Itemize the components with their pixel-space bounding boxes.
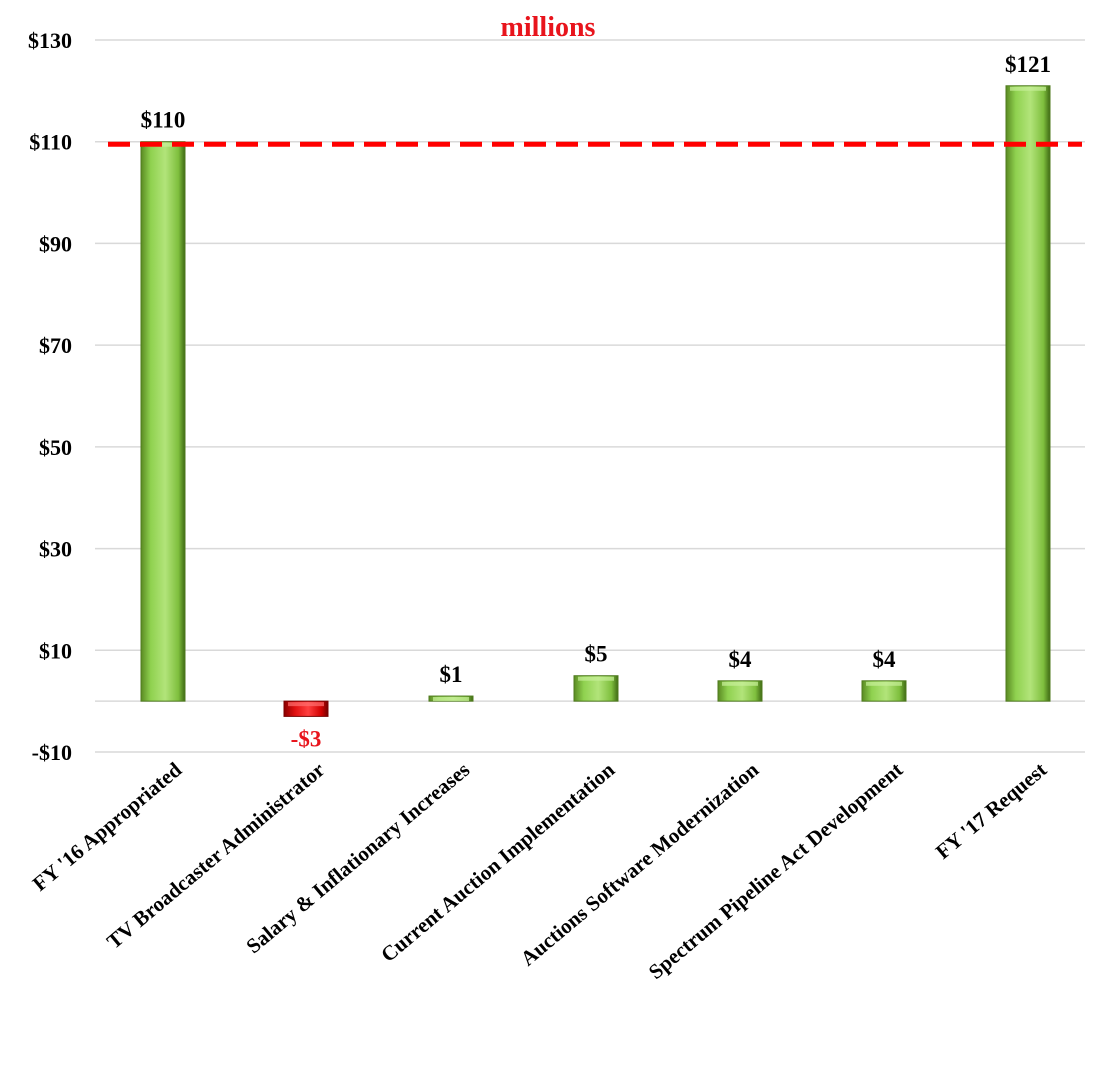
y-tick-label: $10 (39, 638, 72, 663)
unit-label: millions (501, 12, 596, 43)
data-label: $121 (1005, 52, 1051, 77)
bar-bevel (1010, 86, 1046, 91)
bar-bevel (866, 681, 902, 686)
x-tick-label: FY '17 Request (931, 757, 1051, 863)
y-tick-label: $130 (28, 28, 72, 53)
data-label: $110 (141, 108, 186, 133)
bar (1005, 85, 1051, 702)
y-tick-label: -$10 (32, 740, 72, 765)
bar-bevel (145, 142, 181, 147)
y-tick-label: $70 (39, 333, 72, 358)
data-label: $5 (585, 642, 608, 667)
x-tick-label: Current Auction Implementation (376, 757, 619, 967)
bar-bevel (433, 697, 469, 702)
bar (717, 680, 763, 702)
bar (861, 680, 907, 702)
y-tick-label: $50 (39, 435, 72, 460)
x-tick-label: Auctions Software Modernization (516, 757, 764, 970)
data-label: $4 (873, 647, 897, 672)
data-label: $1 (440, 662, 463, 687)
data-label: $4 (729, 647, 753, 672)
bar-bevel (288, 702, 324, 707)
bars (140, 85, 1051, 717)
bar (140, 141, 186, 702)
y-axis: $130 $110 $90 $70 $50 $30 $10 -$10 (28, 28, 72, 765)
y-tick-label: $30 (39, 537, 72, 562)
x-tick-label: FY '16 Appropriated (28, 757, 187, 896)
data-labels: $110 -$3 $1 $5 $4 $4 $121 (141, 52, 1051, 752)
bar-bevel (578, 676, 614, 681)
y-tick-label: $110 (29, 130, 72, 155)
x-tick-label: Spectrum Pipeline Act Development (644, 757, 907, 983)
data-label: -$3 (291, 726, 322, 751)
y-tick-label: $90 (39, 231, 72, 256)
bar-bevel (722, 681, 758, 686)
